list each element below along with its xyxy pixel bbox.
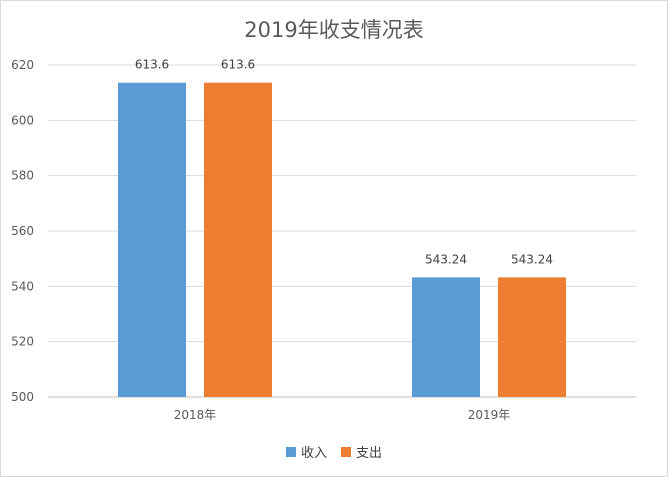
y-tick-label: 620 [11,58,34,72]
chart-title: 2019年收支情况表 [244,18,424,42]
y-tick-label: 600 [11,113,34,127]
y-tick-label: 500 [11,390,34,404]
legend-swatch-income [285,446,296,457]
y-tick-label: 520 [11,335,34,349]
legend-item-expense: 支出 [341,442,382,461]
legend-item-income: 收入 [285,442,327,461]
legend: 收入 支出 [0,442,668,461]
data-label: 613.6 [135,58,169,72]
bar-expense [498,277,566,397]
bar-income [118,82,186,397]
legend-swatch-expense [341,446,351,457]
data-label: 543.24 [425,252,467,266]
y-tick-label: 580 [11,169,34,183]
bar-expense [204,82,272,397]
legend-label-income: 收入 [300,446,327,461]
y-tick-label: 560 [11,224,34,238]
data-label: 543.24 [511,252,553,266]
y-tick-label: 540 [11,279,34,293]
bar-income [412,277,480,397]
legend-label-expense: 支出 [356,446,383,461]
x-tick-label: 2018年 [174,408,217,422]
x-tick-label: 2019年 [468,408,511,422]
data-label: 613.6 [221,58,255,72]
